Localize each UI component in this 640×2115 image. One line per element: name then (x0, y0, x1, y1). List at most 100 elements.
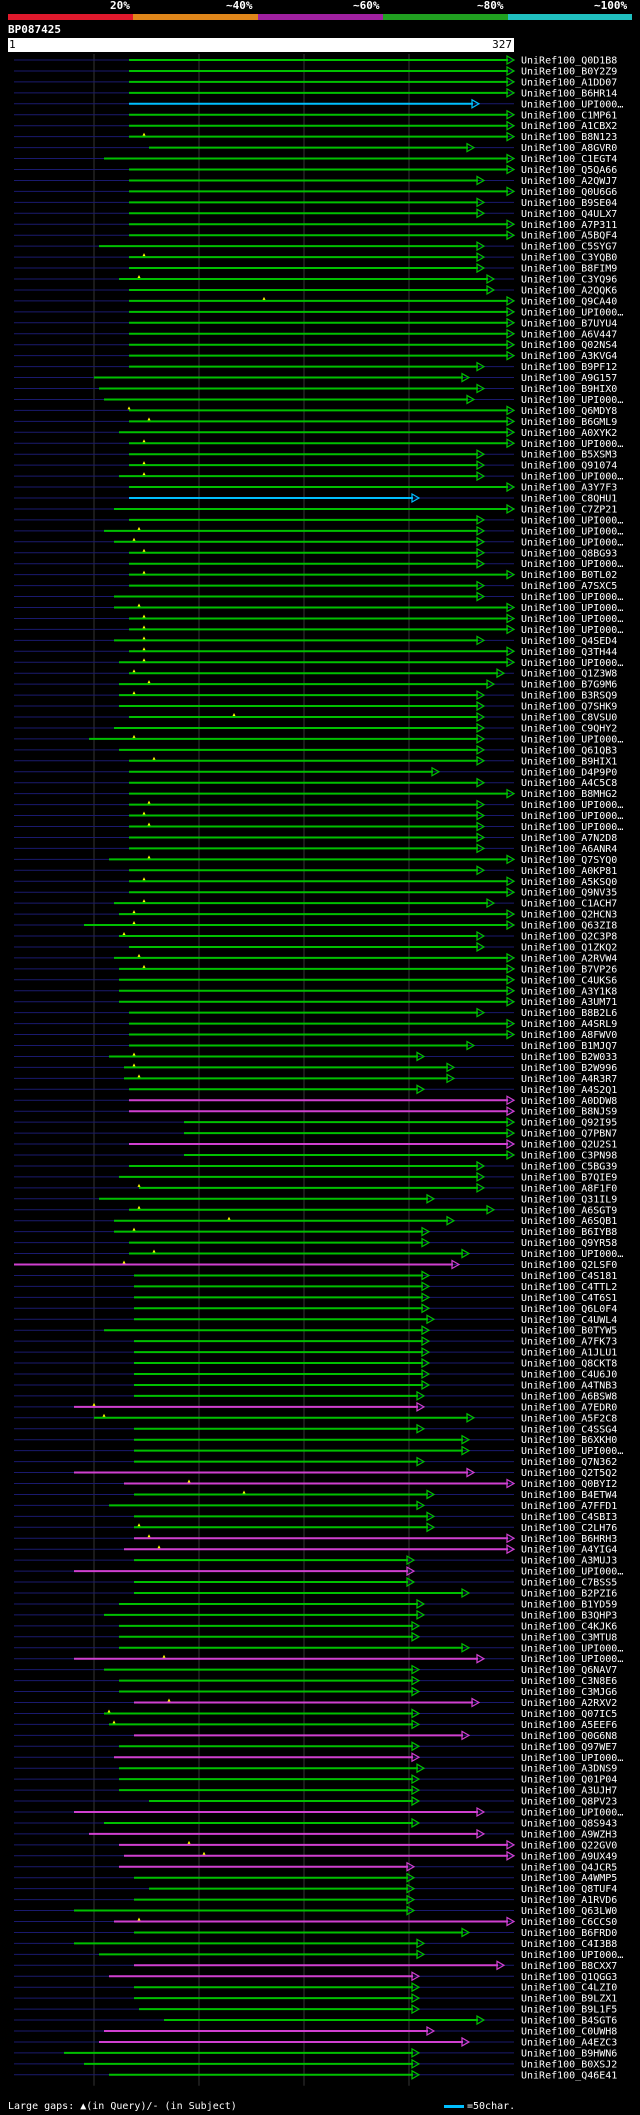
hit-label[interactable]: UniRef100_A4EZC3 (521, 2037, 617, 2048)
hit-label[interactable]: UniRef100_UPI000… (521, 307, 623, 318)
hit-row[interactable]: UniRef100_B3QHP3 (14, 1609, 617, 1621)
hit-label[interactable]: UniRef100_A1JLU1 (521, 1348, 617, 1359)
hit-label[interactable]: UniRef100_B7UYU4 (521, 318, 617, 329)
hit-label[interactable]: UniRef100_A0DDW8 (521, 1096, 617, 1107)
hit-label[interactable]: UniRef100_B3QHP3 (521, 1610, 617, 1621)
hit-label[interactable]: UniRef100_B7QIE9 (521, 1172, 617, 1183)
hit-row[interactable]: UniRef100_Q0U6G6 (14, 186, 617, 198)
hit-label[interactable]: UniRef100_C4U6J0 (521, 1370, 617, 1381)
hit-label[interactable]: UniRef100_C1ACH7 (521, 899, 617, 910)
hit-row[interactable]: UniRef100_A7EDR0 (14, 1401, 617, 1413)
hit-label[interactable]: UniRef100_A6SQB1 (521, 1216, 617, 1227)
hit-row[interactable]: UniRef100_C1EGT4 (14, 153, 617, 165)
hit-row[interactable]: UniRef100_UPI000… (14, 799, 623, 811)
hit-label[interactable]: UniRef100_A2RVW4 (521, 953, 617, 964)
hit-row[interactable]: UniRef100_Q4ULX7 (14, 208, 617, 220)
hit-row[interactable]: UniRef100_Q3TH44 (14, 646, 617, 658)
hit-row[interactable]: UniRef100_B8MHG2 (14, 788, 617, 800)
hit-row[interactable]: UniRef100_C5SYG7 (14, 241, 617, 253)
hit-label[interactable]: UniRef100_B2W996 (521, 1063, 617, 1074)
hit-label[interactable]: UniRef100_C2LH76 (521, 1523, 617, 1534)
hit-label[interactable]: UniRef100_B9LZX1 (521, 1994, 617, 2005)
hit-label[interactable]: UniRef100_B9SE04 (521, 198, 617, 209)
hit-label[interactable]: UniRef100_UPI000… (521, 614, 623, 625)
hit-label[interactable]: UniRef100_Q2LSF0 (521, 1260, 617, 1271)
hit-row[interactable]: UniRef100_UPI000… (14, 591, 623, 603)
hit-label[interactable]: UniRef100_B0TL02 (521, 570, 617, 581)
hit-label[interactable]: UniRef100_C5BG39 (521, 1161, 617, 1172)
hit-label[interactable]: UniRef100_C4UKS6 (521, 975, 617, 986)
hit-row[interactable]: UniRef100_Q8BG93 (14, 547, 617, 559)
hit-row[interactable]: UniRef100_C3MTU8 (14, 1631, 617, 1643)
hit-row[interactable]: UniRef100_A6V447 (14, 328, 617, 340)
hit-label[interactable]: UniRef100_C7BSS5 (521, 1578, 617, 1589)
hit-row[interactable]: UniRef100_A3MUJ3 (14, 1555, 617, 1567)
hit-row[interactable]: UniRef100_A4S2Q1 (14, 1084, 617, 1096)
hit-label[interactable]: UniRef100_UPI000… (521, 800, 623, 811)
hit-label[interactable]: UniRef100_Q61QB3 (521, 745, 617, 756)
hit-label[interactable]: UniRef100_Q2T5Q2 (521, 1468, 617, 1479)
hit-row[interactable]: UniRef100_C4SSG4 (14, 1423, 617, 1435)
hit-row[interactable]: UniRef100_Q2C3P8 (14, 930, 617, 943)
hit-label[interactable]: UniRef100_Q07IC5 (521, 1709, 617, 1720)
hit-label[interactable]: UniRef100_A3MUJ3 (521, 1556, 617, 1567)
hit-row[interactable]: UniRef100_UPI000… (14, 536, 623, 548)
hit-label[interactable]: UniRef100_A5BQF4 (521, 231, 617, 242)
hit-row[interactable]: UniRef100_A9G157 (14, 372, 617, 384)
hit-row[interactable]: UniRef100_Q22GV0 (14, 1839, 617, 1851)
hit-label[interactable]: UniRef100_A6V447 (521, 329, 617, 340)
hit-label[interactable]: UniRef100_B2PZI6 (521, 1589, 617, 1600)
hit-label[interactable]: UniRef100_A7EDR0 (521, 1402, 617, 1413)
hit-label[interactable]: UniRef100_C4S181 (521, 1271, 617, 1282)
hit-row[interactable]: UniRef100_Q2HCN3 (14, 909, 617, 921)
hit-row[interactable]: UniRef100_B9HIX0 (14, 383, 617, 395)
hit-row[interactable]: UniRef100_A1JLU1 (14, 1347, 617, 1359)
hit-row[interactable]: UniRef100_A4WMP5 (14, 1872, 617, 1884)
hit-label[interactable]: UniRef100_Q1Z3W8 (521, 669, 617, 680)
hit-label[interactable]: UniRef100_C3PN98 (521, 1151, 617, 1162)
hit-label[interactable]: UniRef100_UPI000… (521, 1654, 623, 1665)
hit-row[interactable]: UniRef100_A4EZC3 (14, 2036, 617, 2048)
hit-row[interactable]: UniRef100_C3YQ96 (14, 273, 617, 286)
hit-label[interactable]: UniRef100_B1MJQ7 (521, 1041, 617, 1052)
hit-row[interactable]: UniRef100_Q92I95 (14, 1117, 617, 1129)
hit-row[interactable]: UniRef100_A7P311 (14, 219, 617, 231)
hit-row[interactable]: UniRef100_A4R3R7 (14, 1073, 617, 1085)
hit-label[interactable]: UniRef100_Q9YR58 (521, 1238, 617, 1249)
hit-row[interactable]: UniRef100_Q63ZI8 (14, 920, 617, 932)
hit-row[interactable]: UniRef100_A9UX49 (14, 1850, 617, 1862)
hit-row[interactable]: UniRef100_UPI000… (14, 1806, 623, 1819)
hit-label[interactable]: UniRef100_Q8CKT8 (521, 1359, 617, 1370)
hit-row[interactable]: UniRef100_Q0D1B8 (14, 54, 617, 67)
hit-label[interactable]: UniRef100_UPI000… (521, 1950, 623, 1961)
hit-row[interactable]: UniRef100_UPI000… (14, 514, 623, 526)
hit-row[interactable]: UniRef100_A4C5C8 (14, 777, 617, 789)
hit-row[interactable]: UniRef100_UPI000… (14, 657, 623, 669)
hit-row[interactable]: UniRef100_C4UKS6 (14, 974, 617, 986)
hit-row[interactable]: UniRef100_A2QWJ7 (14, 175, 617, 187)
hit-row[interactable]: UniRef100_C1MP61 (14, 109, 617, 121)
hit-row[interactable]: UniRef100_A4TNB3 (14, 1379, 617, 1391)
hit-label[interactable]: UniRef100_C3MTU8 (521, 1632, 617, 1643)
hit-row[interactable]: UniRef100_Q5QA66 (14, 164, 617, 176)
hit-row[interactable]: UniRef100_C4T6S1 (14, 1292, 617, 1304)
hit-label[interactable]: UniRef100_A5F2C8 (521, 1413, 617, 1424)
hit-row[interactable]: UniRef100_A5F2C8 (14, 1412, 617, 1424)
hit-row[interactable]: UniRef100_UPI000… (14, 471, 623, 483)
hit-label[interactable]: UniRef100_A7FFD1 (521, 1501, 617, 1512)
hit-row[interactable]: UniRef100_A0DDW8 (14, 1095, 617, 1107)
hit-label[interactable]: UniRef100_A6ANR4 (521, 844, 617, 855)
hit-label[interactable]: UniRef100_A4TNB3 (521, 1380, 617, 1391)
hit-label[interactable]: UniRef100_Q63ZI8 (521, 921, 617, 932)
hit-label[interactable]: UniRef100_UPI000… (521, 1753, 623, 1764)
hit-row[interactable]: UniRef100_Q46E41 (14, 2069, 617, 2081)
hit-label[interactable]: UniRef100_A3KVG4 (521, 351, 617, 362)
hit-label[interactable]: UniRef100_B8MHG2 (521, 789, 617, 800)
hit-row[interactable]: UniRef100_B0Y2Z9 (14, 65, 617, 77)
hit-label[interactable]: UniRef100_Q8BG93 (521, 548, 617, 559)
hit-label[interactable]: UniRef100_C9QHY2 (521, 723, 617, 734)
hit-row[interactable]: UniRef100_B7UYU4 (14, 317, 617, 329)
hit-row[interactable]: UniRef100_B6HRH3 (14, 1533, 617, 1545)
hit-label[interactable]: UniRef100_UPI000… (521, 811, 623, 822)
hit-row[interactable]: UniRef100_B8N123 (14, 131, 617, 143)
